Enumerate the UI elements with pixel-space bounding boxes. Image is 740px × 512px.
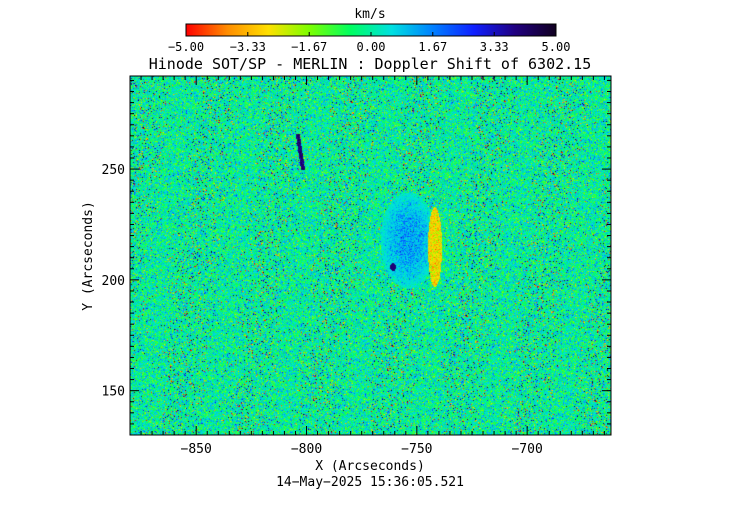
y-axis-label: Y (Arcseconds): [81, 201, 96, 311]
plot-area: [129, 75, 612, 436]
plot-frame: [129, 75, 612, 436]
x-tick-label: −700: [511, 442, 542, 457]
y-tick-label: 250: [102, 163, 125, 178]
x-tick-label: −850: [181, 442, 212, 457]
x-axis-label: X (Arcseconds): [315, 459, 425, 474]
y-tick-label: 150: [102, 385, 125, 400]
x-tick-label: −750: [401, 442, 432, 457]
x-axis: −850 −800 −750 −700: [140, 76, 605, 457]
colorbar-tick-label: 0.00: [357, 40, 386, 54]
colorbar-tick-label: 1.67: [418, 40, 447, 54]
colorbar-tick-label: 5.00: [542, 40, 571, 54]
y-axis: 150 200 250: [102, 79, 611, 425]
x-tick-label: −800: [291, 442, 322, 457]
doppler-heatmap: [130, 76, 611, 435]
colorbar-tick-label: −1.67: [291, 40, 327, 54]
y-tick-label: 200: [102, 274, 125, 289]
colorbar: km/s −5.00 −3.33 −1.67 0.00 1.67 3.33 5.00: [168, 7, 571, 54]
colorbar-tick-label: −3.33: [230, 40, 266, 54]
colorbar-tick-label: 3.33: [480, 40, 509, 54]
chart-title: Hinode SOT/SP - MERLIN : Doppler Shift o…: [149, 55, 592, 73]
colorbar-label: km/s: [354, 7, 385, 22]
colorbar-tick-label: −5.00: [168, 40, 204, 54]
timestamp: 14−May−2025 15:36:05.521: [276, 475, 464, 490]
colorbar-ticks: −5.00 −3.33 −1.67 0.00 1.67 3.33 5.00: [168, 32, 571, 54]
